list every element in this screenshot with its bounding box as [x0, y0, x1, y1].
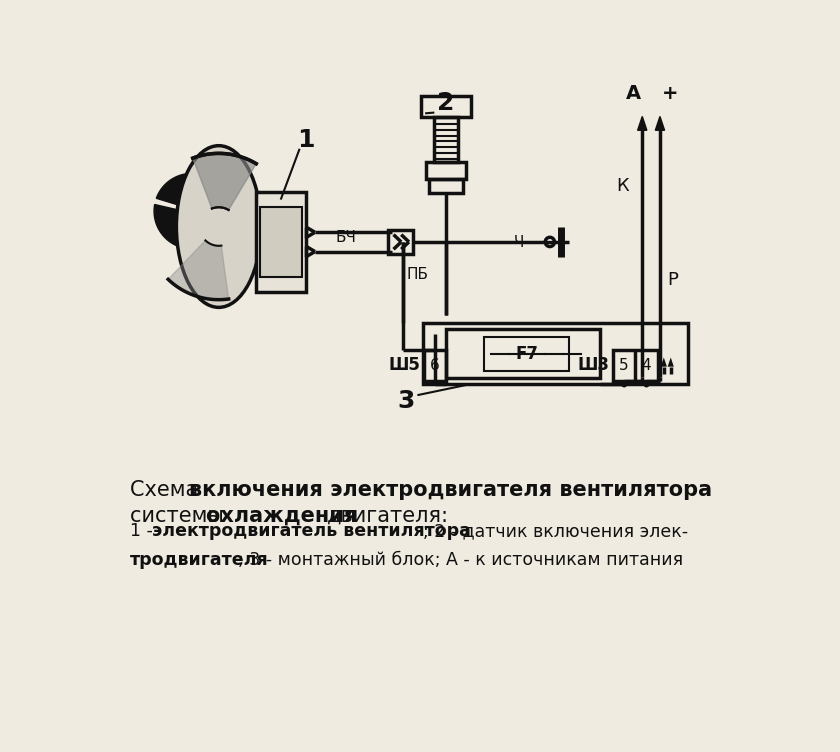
Text: А: А [626, 83, 641, 102]
Bar [422, 96, 471, 117]
Text: охлаждения: охлаждения [206, 506, 365, 526]
Text: 1: 1 [297, 128, 314, 151]
Polygon shape [193, 153, 256, 210]
Polygon shape [156, 174, 198, 207]
Circle shape [186, 206, 197, 217]
Text: Ш3: Ш3 [577, 356, 609, 374]
Polygon shape [193, 153, 256, 210]
Text: тродвигателя: тродвигателя [130, 551, 269, 569]
Bar [426, 162, 466, 179]
Circle shape [621, 381, 627, 387]
Circle shape [643, 381, 649, 387]
Text: Ш5: Ш5 [389, 356, 421, 374]
Text: Р: Р [668, 271, 679, 290]
Ellipse shape [176, 146, 261, 308]
Text: 5: 5 [619, 358, 629, 373]
Polygon shape [668, 357, 674, 367]
Text: системы: системы [130, 506, 231, 526]
Bar [388, 230, 412, 254]
Text: включения электродвигателя вентилятора: включения электродвигателя вентилятора [190, 480, 712, 500]
Bar [255, 192, 306, 292]
Bar [613, 350, 658, 381]
Polygon shape [638, 117, 647, 130]
Text: К: К [617, 177, 629, 195]
Text: +: + [662, 83, 678, 102]
Text: Схема: Схема [130, 480, 205, 500]
Circle shape [545, 238, 554, 247]
Text: F7: F7 [515, 344, 538, 362]
Text: двигателя:: двигателя: [327, 506, 449, 526]
Bar [429, 179, 463, 193]
Polygon shape [661, 357, 667, 367]
Bar [260, 208, 302, 277]
Text: ; 2 - датчик включения элек-: ; 2 - датчик включения элек- [423, 522, 688, 540]
Bar [433, 117, 459, 162]
Bar [424, 350, 446, 381]
Text: 2: 2 [437, 91, 454, 115]
Polygon shape [168, 241, 228, 300]
Text: 3: 3 [397, 390, 415, 414]
Bar [485, 337, 570, 371]
Text: электродвигатель вентилятора: электродвигатель вентилятора [152, 522, 470, 540]
Polygon shape [185, 215, 228, 249]
Text: 4: 4 [642, 358, 651, 373]
Text: БЧ: БЧ [335, 230, 356, 245]
Polygon shape [655, 117, 664, 130]
Text: Ч: Ч [514, 235, 524, 250]
Bar [423, 323, 689, 384]
Polygon shape [154, 205, 188, 247]
Text: 6: 6 [430, 358, 440, 373]
Text: ПБ: ПБ [407, 267, 428, 282]
Bar [446, 329, 600, 378]
Polygon shape [196, 176, 229, 218]
Text: 1 -: 1 - [130, 522, 159, 540]
Text: ; 3 - монтажный блок; А - к источникам питания: ; 3 - монтажный блок; А - к источникам п… [238, 551, 683, 569]
